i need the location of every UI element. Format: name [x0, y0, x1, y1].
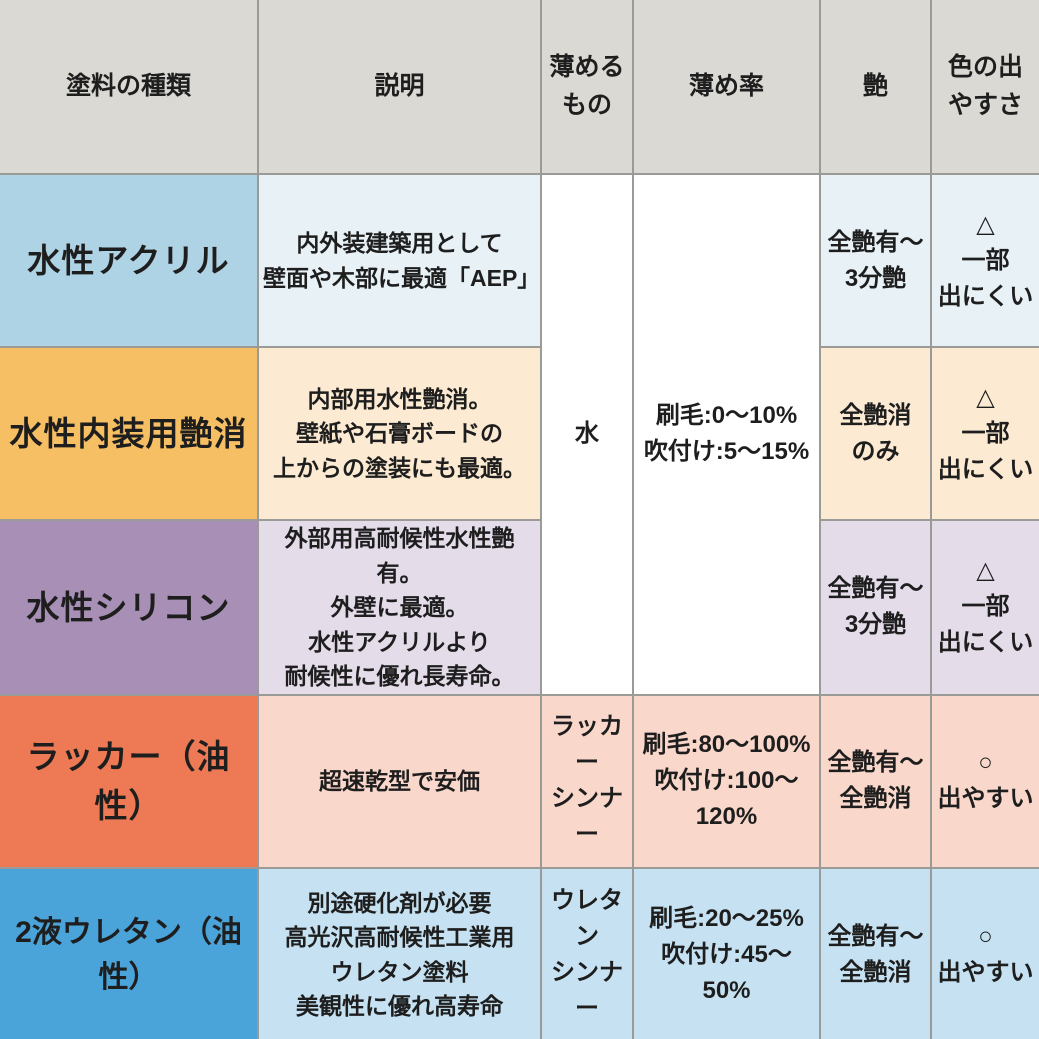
table-row: 水性シリコン 外部用高耐候性水性艶有。 外壁に最適。 水性アクリルより 耐候性に…	[0, 519, 1039, 696]
dilution-ratio-cell: 刷毛:80〜100% 吹付け:100〜120%	[632, 693, 821, 869]
paint-description-cell: 内部用水性艶消。 壁紙や石膏ボードの 上からの塗装にも最適。	[257, 346, 542, 521]
gloss-cell: 全艶有〜 3分艶	[819, 173, 932, 348]
header-row: 塗料の種類 説明 薄める もの 薄め率 艶 色の出 やすさ	[0, 0, 1039, 175]
header-description: 説明	[257, 0, 542, 175]
paint-description-cell: 外部用高耐候性水性艶有。 外壁に最適。 水性アクリルより 耐候性に優れ長寿命。	[257, 519, 542, 696]
gloss-cell: 全艶有〜 3分艶	[819, 519, 932, 696]
paint-description-cell: 別途硬化剤が必要 高光沢高耐候性工業用 ウレタン塗料 美観性に優れ高寿命	[257, 866, 542, 1039]
gloss-cell: 全艶有〜 全艶消	[819, 693, 932, 869]
paint-description-cell: 超速乾型で安価	[257, 693, 542, 869]
paint-name-cell: 水性アクリル	[0, 173, 259, 348]
thinner-merged-cell: 水	[540, 173, 634, 696]
table-row: 水性アクリル 内外装建築用として 壁面や木部に最適「AEP」 水 刷毛:0〜10…	[0, 173, 1039, 696]
table-row: ラッカー（油性） 超速乾型で安価 ラッカー シンナー 刷毛:80〜100% 吹付…	[0, 693, 1039, 869]
paint-name-cell: ラッカー（油性）	[0, 693, 259, 869]
paint-name-cell: 水性内装用艶消	[0, 346, 259, 521]
table-row: 水性内装用艶消 内部用水性艶消。 壁紙や石膏ボードの 上からの塗装にも最適。 全…	[0, 346, 1039, 521]
paint-name-cell: 水性シリコン	[0, 519, 259, 696]
color-ease-cell: ○ 出やすい	[930, 866, 1039, 1039]
dilution-ratio-cell: 刷毛:20〜25% 吹付け:45〜50%	[632, 866, 821, 1039]
header-gloss: 艶	[819, 0, 932, 175]
thinner-cell: ラッカー シンナー	[540, 693, 634, 869]
dilution-ratio-merged-cell: 刷毛:0〜10% 吹付け:5〜15%	[632, 173, 821, 696]
table-row: 2液ウレタン（油性） 別途硬化剤が必要 高光沢高耐候性工業用 ウレタン塗料 美観…	[0, 866, 1039, 1039]
color-ease-cell: △ 一部 出にくい	[930, 346, 1039, 521]
header-paint-type: 塗料の種類	[0, 0, 259, 175]
paint-name-cell: 2液ウレタン（油性）	[0, 866, 259, 1039]
thinner-cell: ウレタン シンナー	[540, 866, 634, 1039]
header-dilution-ratio: 薄め率	[632, 0, 821, 175]
color-ease-cell: △ 一部 出にくい	[930, 519, 1039, 696]
gloss-cell: 全艶消 のみ	[819, 346, 932, 521]
header-thinner: 薄める もの	[540, 0, 634, 175]
color-ease-cell: ○ 出やすい	[930, 693, 1039, 869]
gloss-cell: 全艶有〜 全艶消	[819, 866, 932, 1039]
header-color-ease: 色の出 やすさ	[930, 0, 1039, 175]
paint-description-cell: 内外装建築用として 壁面や木部に最適「AEP」	[257, 173, 542, 348]
color-ease-cell: △ 一部 出にくい	[930, 173, 1039, 348]
